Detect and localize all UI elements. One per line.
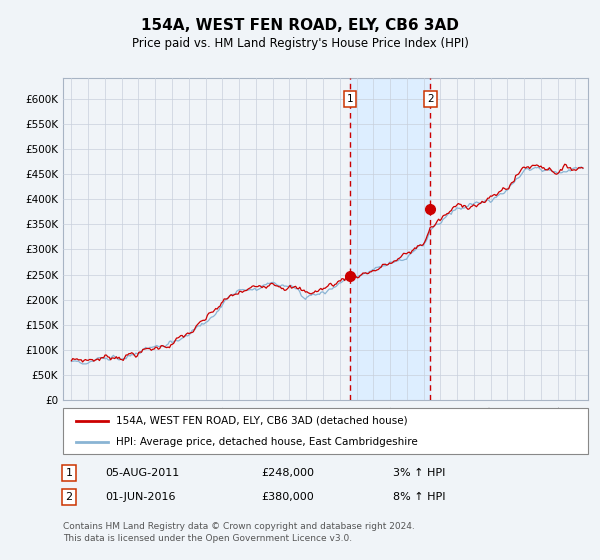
- Text: Price paid vs. HM Land Registry's House Price Index (HPI): Price paid vs. HM Land Registry's House …: [131, 36, 469, 50]
- Text: 2: 2: [427, 94, 434, 104]
- Text: 8% ↑ HPI: 8% ↑ HPI: [393, 492, 445, 502]
- Text: 2: 2: [65, 492, 73, 502]
- Text: £380,000: £380,000: [261, 492, 314, 502]
- Text: 1: 1: [347, 94, 353, 104]
- Text: £248,000: £248,000: [261, 468, 314, 478]
- Text: 3% ↑ HPI: 3% ↑ HPI: [393, 468, 445, 478]
- FancyBboxPatch shape: [63, 408, 588, 454]
- Text: 05-AUG-2011: 05-AUG-2011: [105, 468, 179, 478]
- Bar: [350, 78, 430, 400]
- Text: Contains HM Land Registry data © Crown copyright and database right 2024.
This d: Contains HM Land Registry data © Crown c…: [63, 522, 415, 543]
- Text: 1: 1: [65, 468, 73, 478]
- Text: 154A, WEST FEN ROAD, ELY, CB6 3AD: 154A, WEST FEN ROAD, ELY, CB6 3AD: [141, 18, 459, 32]
- Text: 154A, WEST FEN ROAD, ELY, CB6 3AD (detached house): 154A, WEST FEN ROAD, ELY, CB6 3AD (detac…: [115, 416, 407, 426]
- Text: 01-JUN-2016: 01-JUN-2016: [105, 492, 176, 502]
- Text: HPI: Average price, detached house, East Cambridgeshire: HPI: Average price, detached house, East…: [115, 437, 417, 447]
